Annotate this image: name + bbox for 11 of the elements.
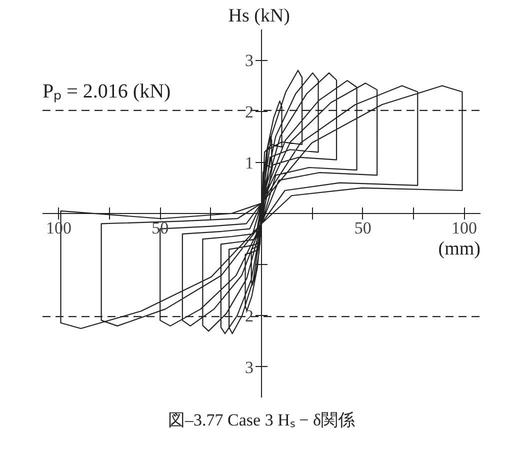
text: 図–3.77 Case 3 Hₛ − δ関係 xyxy=(168,410,355,430)
x-axis-title: (mm) xyxy=(438,238,481,260)
x-tick-label: 50 xyxy=(152,218,169,238)
y-tick-label: 1 xyxy=(245,153,254,172)
ref-line-label: Pₚ = 2.016 (kN) xyxy=(42,80,171,102)
y-tick-label: 3 xyxy=(245,51,254,70)
y-tick-label: 3 xyxy=(245,358,254,377)
y-axis-title: Hs (kN) xyxy=(228,6,290,26)
x-tick-label: 100 xyxy=(452,218,478,238)
x-tick-label: 50 xyxy=(354,218,372,238)
y-tick-label: 2 xyxy=(245,306,254,326)
